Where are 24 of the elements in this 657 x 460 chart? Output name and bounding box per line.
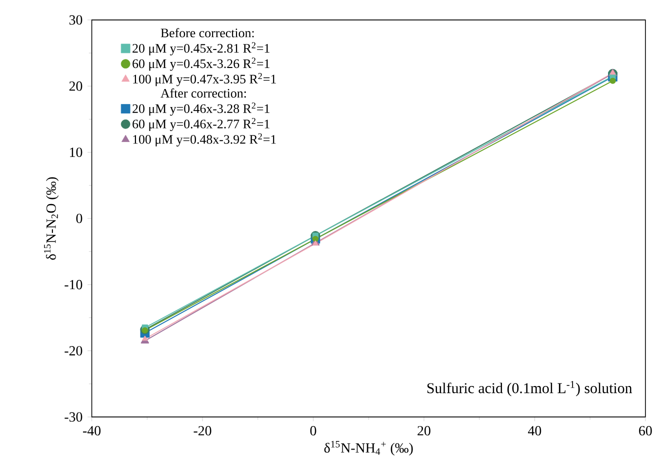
x-tick-label: -40 [83, 426, 101, 436]
annotation: Before correction: [160, 28, 254, 38]
y-tick-label: 30 [69, 15, 82, 25]
legend-label: 100 μM y=0.47x-3.95 R$^{2}$=1 [133, 72, 276, 86]
annotation: Sulfuric acid (0.1mol L$^{-1}$) solution [427, 380, 632, 396]
legend-label: 60 μM y=0.46x-2.77 R$^{2}$=1 [132, 118, 270, 131]
legend-label: 20 μM y=0.46x-3.28 R$^{2}$=1 [132, 102, 270, 116]
legend-label: 20 μM y=0.45x-2.81 R$^{2}$=1 [132, 42, 270, 56]
x-tick-label: -20 [194, 426, 212, 436]
y-tick-label: -20 [64, 346, 82, 356]
y-tick-label: 10 [70, 148, 82, 157]
x-tick-label: 40 [528, 426, 542, 436]
legend-label: 60 μM y=0.45x-3.26 R$^{2}$=1 [132, 58, 270, 71]
x-tick-label: 20 [418, 426, 430, 436]
x-tick-label: 60 [639, 426, 652, 436]
annotation: After correction: [160, 88, 246, 98]
x-tick-label: 0 [310, 426, 316, 436]
x-axis-title: δ$^{15}$N-NH$_{4}$$^{+}$ (‰) [324, 440, 413, 456]
y-tick-label: 0 [76, 214, 82, 224]
legend-label: 100 μM y=0.48x-3.92 R$^{2}$=1 [133, 133, 276, 146]
y-tick-label: -10 [64, 280, 82, 290]
y-axis-title: δ$^{15}$N-N$_{2}$O (‰) [44, 177, 59, 260]
y-tick-label: 20 [69, 81, 82, 91]
y-tick-label: -30 [64, 412, 82, 422]
